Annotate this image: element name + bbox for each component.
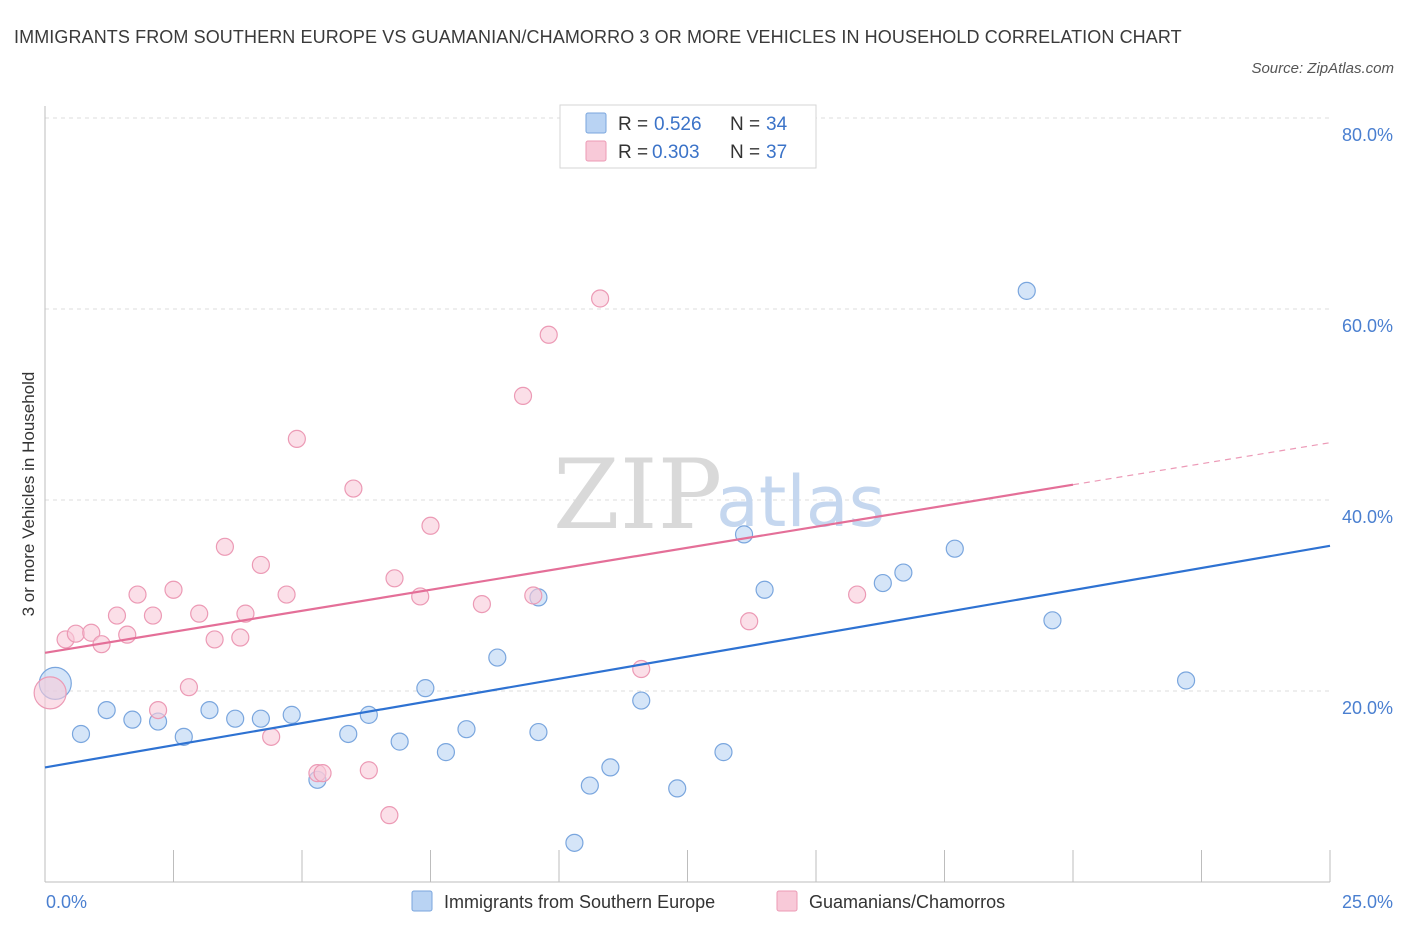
data-point-southern-europe <box>755 580 774 599</box>
data-point-southern-europe <box>457 720 476 739</box>
legend-n-value: 37 <box>766 142 787 163</box>
data-point-southern-europe <box>668 779 687 798</box>
data-point-guamanian <box>591 289 610 308</box>
data-point-southern-europe <box>251 709 270 728</box>
data-point-southern-europe <box>488 648 507 667</box>
data-point-southern-europe <box>565 833 584 852</box>
data-point-guamanian <box>524 586 543 605</box>
watermark-zip: ZIP <box>553 439 722 551</box>
data-point-southern-europe <box>282 705 301 724</box>
data-point-southern-europe <box>894 563 913 582</box>
data-point-guamanian <box>287 429 306 448</box>
trend-line-guamanian-extension <box>1072 442 1331 486</box>
stats-legend: R = 0.526 N = 34 R = 0.303 N = 37 <box>559 104 817 169</box>
data-point-guamanian <box>148 700 168 720</box>
data-point-guamanian <box>205 630 224 649</box>
data-point-guamanian <box>215 537 234 556</box>
legend-n-label: N = <box>730 114 760 135</box>
data-point-guamanian <box>513 386 533 406</box>
data-point-southern-europe <box>945 539 964 558</box>
data-point-guamanian <box>236 604 255 623</box>
data-point-southern-europe <box>390 732 409 751</box>
watermark: ZIP atlas <box>553 439 885 551</box>
data-point-guamanian <box>82 623 101 642</box>
legend-swatch-pink <box>585 140 607 162</box>
data-point-southern-europe <box>339 724 358 744</box>
data-point-southern-europe <box>174 727 193 746</box>
data-point-guamanian <box>740 612 759 631</box>
trend-line-guamanian <box>44 483 1074 654</box>
data-point-southern-europe <box>873 573 892 593</box>
y-tick-label: 20.0% <box>1342 698 1393 718</box>
y-tick-label: 40.0% <box>1342 507 1393 527</box>
legend-r-value: 0.526 <box>654 114 702 135</box>
data-point-southern-europe <box>632 691 651 710</box>
data-point-guamanian <box>380 806 399 825</box>
data-point-southern-europe <box>71 724 91 744</box>
trend-line-southern-europe <box>44 544 1331 769</box>
data-point-guamanian <box>143 606 163 625</box>
legend-n-label: N = <box>730 142 760 163</box>
axes <box>44 106 1331 883</box>
series-legend-label: Guamanians/Chamorros <box>809 892 1005 912</box>
x-tick-labels: 0.0% 25.0% <box>46 892 1393 912</box>
legend-r-value: 0.303 <box>652 142 700 163</box>
data-point-southern-europe <box>226 709 245 728</box>
data-point-guamanian <box>313 764 332 783</box>
data-point-guamanian <box>179 678 199 697</box>
data-point-guamanian <box>848 585 867 604</box>
data-point-southern-europe <box>714 743 733 762</box>
legend-swatch-blue <box>585 112 607 134</box>
data-point-guamanian <box>385 569 404 588</box>
y-axis-label: 3 or more Vehicles in Household <box>19 372 38 617</box>
data-point-southern-europe <box>1176 671 1196 690</box>
y-tick-label: 60.0% <box>1342 316 1393 336</box>
data-point-guamanian <box>539 325 558 344</box>
series-legend-swatch-pink <box>776 890 798 912</box>
data-point-guamanian <box>262 727 281 746</box>
data-points <box>33 281 1196 852</box>
data-point-southern-europe <box>601 758 620 777</box>
series-legend-label: Immigrants from Southern Europe <box>444 892 715 912</box>
legend-r-label: R = <box>618 114 648 135</box>
series-legend-swatch-blue <box>411 890 433 912</box>
data-point-southern-europe <box>1043 611 1062 630</box>
data-point-southern-europe <box>580 776 599 795</box>
data-point-guamanian <box>33 676 67 710</box>
data-point-southern-europe <box>416 679 435 698</box>
data-point-southern-europe <box>200 700 219 720</box>
data-point-guamanian <box>190 604 209 623</box>
data-point-guamanian <box>344 479 363 498</box>
data-point-guamanian <box>421 516 440 535</box>
data-point-guamanian <box>251 555 270 575</box>
data-point-guamanian <box>128 585 147 604</box>
trend-lines <box>44 442 1331 769</box>
x-tick-label: 0.0% <box>46 892 87 912</box>
data-point-guamanian <box>231 628 250 647</box>
data-point-southern-europe <box>1017 281 1036 300</box>
series-legend: Immigrants from Southern Europe Guamania… <box>411 890 1005 912</box>
y-tick-labels: 20.0% 40.0% 60.0% 80.0% <box>1342 125 1393 718</box>
legend-r-label: R = <box>618 142 648 163</box>
data-point-guamanian <box>359 761 378 780</box>
data-point-guamanian <box>66 624 85 643</box>
data-point-guamanian <box>472 594 491 614</box>
data-point-guamanian <box>277 585 296 604</box>
legend-n-value: 34 <box>766 114 788 135</box>
data-point-guamanian <box>164 580 183 599</box>
chart-title: IMMIGRANTS FROM SOUTHERN EUROPE VS GUAMA… <box>14 27 1182 47</box>
y-tick-label: 80.0% <box>1342 125 1393 145</box>
data-point-southern-europe <box>529 722 548 742</box>
x-tick-label: 25.0% <box>1342 892 1393 912</box>
data-point-guamanian <box>107 606 127 625</box>
gridlines <box>45 117 1330 692</box>
data-point-southern-europe <box>123 710 142 729</box>
source-note: Source: ZipAtlas.com <box>1251 60 1394 77</box>
data-point-southern-europe <box>436 743 456 762</box>
data-point-southern-europe <box>97 700 116 720</box>
data-point-southern-europe <box>359 705 378 724</box>
